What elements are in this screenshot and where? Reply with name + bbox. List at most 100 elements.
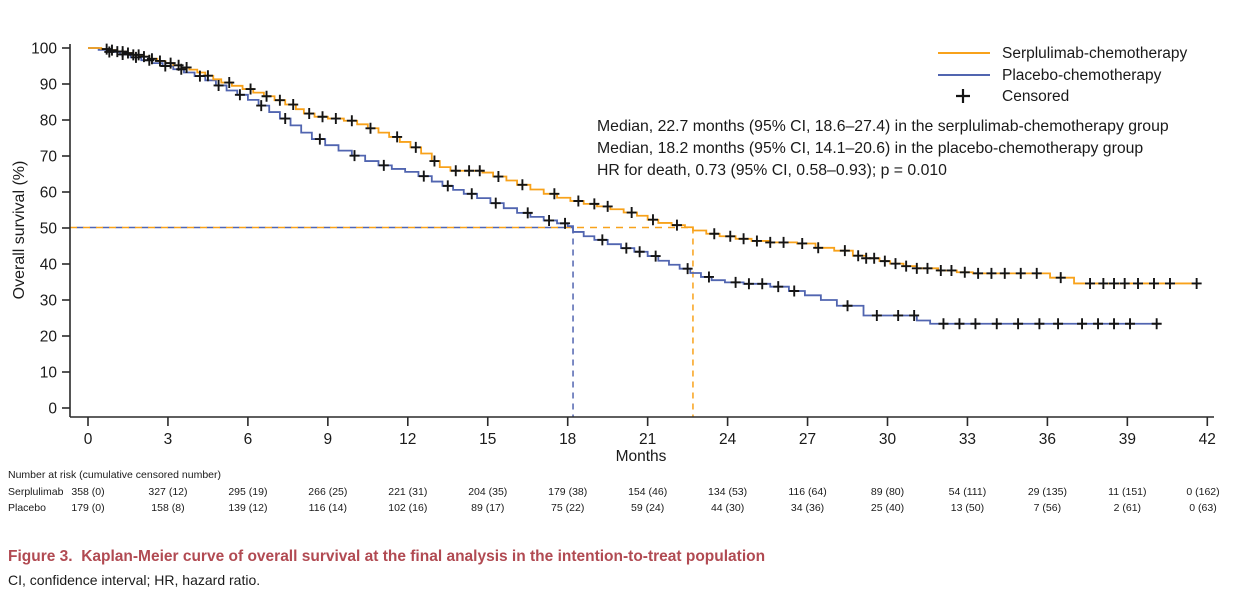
risk-value: 75 (22) — [551, 502, 585, 514]
legend-label-censored: Censored — [1002, 88, 1069, 105]
censor-mark — [466, 188, 477, 200]
x-tick-label: 21 — [639, 431, 656, 448]
censor-mark — [879, 255, 890, 267]
risk-value: 154 (46) — [628, 486, 668, 498]
censor-mark — [890, 258, 901, 270]
censor-mark — [970, 318, 981, 330]
median-reference-lines — [70, 226, 694, 417]
censor-mark — [909, 309, 920, 321]
censor-mark — [490, 197, 501, 209]
censor-mark — [813, 242, 824, 254]
censor-mark — [738, 233, 749, 245]
annotation-median-serplulimab: Median, 22.7 months (95% CI, 18.6–27.4) … — [597, 118, 1169, 135]
y-axis-title: Overall survival (%) — [11, 161, 28, 300]
censor-mark — [349, 150, 360, 162]
censor-mark — [194, 70, 205, 82]
x-tick-label: 3 — [164, 431, 173, 448]
risk-value: 134 (53) — [708, 486, 748, 498]
risk-value: 29 (135) — [1027, 486, 1067, 498]
censor-mark — [517, 179, 528, 191]
censor-marks — [101, 43, 1202, 330]
censor-mark — [314, 133, 325, 145]
censor-mark — [757, 278, 768, 290]
x-tick-label: 6 — [244, 431, 253, 448]
censor-mark — [549, 188, 560, 200]
x-tick-label: 36 — [1039, 431, 1056, 448]
risk-value: 25 (40) — [870, 502, 905, 514]
censor-mark — [999, 267, 1010, 279]
censor-mark — [130, 51, 141, 63]
censor-mark — [117, 48, 128, 60]
censor-mark — [464, 165, 475, 177]
censor-mark — [165, 57, 176, 69]
censor-mark — [973, 267, 984, 279]
censor-mark — [1085, 277, 1096, 289]
censor-mark — [365, 122, 376, 134]
y-axis-ticks: 0 10 20 30 40 50 60 70 80 90 100 — [31, 41, 70, 418]
risk-value: 0 (63) — [1189, 502, 1217, 514]
censor-mark — [1164, 277, 1175, 289]
censor-mark — [245, 83, 256, 95]
risk-value: 204 (35) — [468, 486, 508, 498]
risk-value: 116 (64) — [788, 486, 827, 498]
risk-value: 139 (12) — [228, 502, 268, 514]
y-tick-label: 100 — [31, 41, 57, 58]
risk-value: 89 (17) — [471, 502, 505, 514]
censor-mark — [378, 159, 389, 171]
censor-mark — [154, 55, 165, 67]
censor-mark — [842, 300, 853, 312]
risk-value: 158 (8) — [151, 502, 185, 514]
censor-mark — [797, 237, 808, 249]
censor-mark — [954, 318, 965, 330]
y-tick-label: 80 — [40, 113, 58, 130]
censor-mark — [418, 170, 429, 182]
risk-value: 0 (162) — [1186, 486, 1220, 498]
censor-mark — [778, 236, 789, 248]
censor-mark — [602, 200, 613, 212]
x-tick-label: 12 — [399, 431, 416, 448]
censor-mark — [450, 165, 461, 177]
censor-mark — [626, 207, 637, 219]
censor-mark — [392, 131, 403, 143]
censor-mark — [1053, 318, 1064, 330]
censor-mark — [634, 246, 645, 258]
censor-mark — [429, 155, 440, 167]
y-tick-label: 40 — [40, 257, 58, 274]
censor-mark — [986, 267, 997, 279]
x-tick-label: 24 — [719, 431, 737, 448]
x-tick-label: 30 — [879, 431, 897, 448]
censor-mark — [1034, 318, 1045, 330]
censor-mark — [1013, 318, 1024, 330]
curve-placebo — [88, 47, 1160, 325]
censor-mark — [181, 61, 192, 73]
risk-value: 221 (31) — [388, 486, 428, 498]
annotation-hazard-ratio: HR for death, 0.73 (95% CI, 0.58–0.93); … — [597, 162, 947, 179]
censor-mark — [935, 264, 946, 276]
censor-mark — [671, 219, 682, 231]
censor-mark — [789, 285, 800, 297]
risk-value: 59 (24) — [631, 502, 665, 514]
censor-mark — [280, 113, 291, 125]
x-tick-label: 42 — [1199, 431, 1216, 448]
y-tick-label: 10 — [40, 365, 58, 382]
censor-mark — [234, 89, 245, 101]
x-axis-ticks: 0 3 6 9 12 15 18 21 24 27 30 33 36 39 42 — [84, 417, 1216, 448]
censor-mark — [1119, 277, 1130, 289]
risk-value: 266 (25) — [308, 486, 348, 498]
x-tick-label: 27 — [799, 431, 816, 448]
censor-mark — [938, 318, 949, 330]
censor-mark — [946, 264, 957, 276]
annotation-block: Median, 22.7 months (95% CI, 18.6–27.4) … — [597, 118, 1169, 179]
annotation-median-placebo: Median, 18.2 months (95% CI, 14.1–20.6) … — [597, 140, 1143, 157]
censor-mark — [1055, 272, 1066, 284]
censor-mark — [330, 113, 341, 125]
censor-mark — [911, 262, 922, 274]
censor-mark — [730, 276, 741, 288]
censor-mark — [773, 281, 784, 293]
censor-mark — [522, 207, 533, 219]
censor-mark — [1109, 277, 1120, 289]
risk-value: 102 (16) — [388, 502, 428, 514]
